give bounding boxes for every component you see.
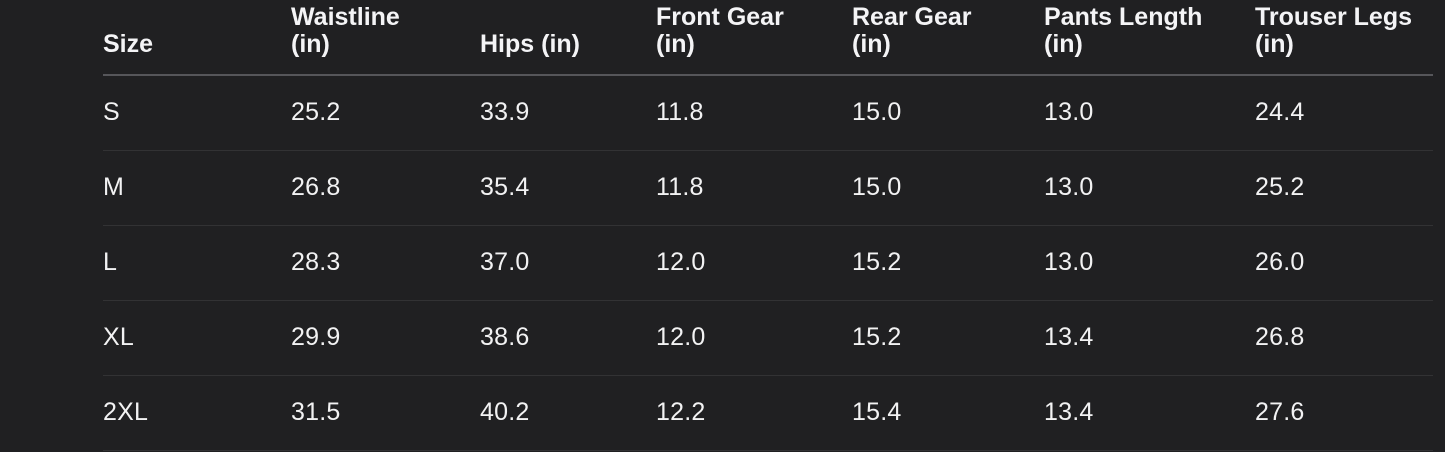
waistline-cell: 31.5 xyxy=(291,375,480,451)
column-header-label: Rear Gear xyxy=(852,3,972,31)
size-chart-table: Size Waistline (in) Hips (in) Front Gear… xyxy=(103,0,1433,451)
size-chart-container: Size Waistline (in) Hips (in) Front Gear… xyxy=(103,0,1433,451)
trouser-legs-cell: 26.0 xyxy=(1255,225,1433,301)
waistline-cell: 26.8 xyxy=(291,150,480,226)
front-gear-cell: 12.0 xyxy=(656,225,852,301)
front-gear-cell: 12.0 xyxy=(656,300,852,376)
column-header-waistline: Waistline (in) xyxy=(291,0,480,76)
column-header-unit: (in) xyxy=(852,30,891,58)
rear-gear-cell: 15.0 xyxy=(852,75,1044,151)
waistline-cell: 29.9 xyxy=(291,300,480,376)
column-header-trouser-legs: Trouser Legs (in) xyxy=(1255,0,1433,76)
size-cell: L xyxy=(103,225,291,301)
trouser-legs-cell: 24.4 xyxy=(1255,75,1433,151)
column-header-label: Trouser Legs xyxy=(1255,3,1412,31)
table-row-l: L 28.3 37.0 12.0 15.2 13.0 26.0 xyxy=(103,225,1433,301)
trouser-legs-cell: 25.2 xyxy=(1255,150,1433,226)
column-header-rear-gear: Rear Gear (in) xyxy=(852,0,1044,76)
column-header-label: Pants Length xyxy=(1044,3,1203,31)
size-chart-header: Size Waistline (in) Hips (in) Front Gear… xyxy=(103,0,1433,76)
pants-length-cell: 13.0 xyxy=(1044,75,1255,151)
table-row-m: M 26.8 35.4 11.8 15.0 13.0 25.2 xyxy=(103,150,1433,226)
size-cell: XL xyxy=(103,300,291,376)
table-row-s: S 25.2 33.9 11.8 15.0 13.0 24.4 xyxy=(103,75,1433,151)
column-header-size: Size xyxy=(103,0,291,76)
pants-length-cell: 13.0 xyxy=(1044,225,1255,301)
front-gear-cell: 11.8 xyxy=(656,75,852,151)
column-header-label: Waistline xyxy=(291,3,400,31)
waistline-cell: 28.3 xyxy=(291,225,480,301)
column-header-front-gear: Front Gear (in) xyxy=(656,0,852,76)
column-header-label: Size xyxy=(103,30,154,58)
size-cell: 2XL xyxy=(103,375,291,451)
hips-cell: 33.9 xyxy=(480,75,656,151)
size-cell: M xyxy=(103,150,291,226)
rear-gear-cell: 15.0 xyxy=(852,150,1044,226)
table-row-xl: XL 29.9 38.6 12.0 15.2 13.4 26.8 xyxy=(103,300,1433,376)
front-gear-cell: 11.8 xyxy=(656,150,852,226)
trouser-legs-cell: 26.8 xyxy=(1255,300,1433,376)
trouser-legs-cell: 27.6 xyxy=(1255,375,1433,451)
front-gear-cell: 12.2 xyxy=(656,375,852,451)
pants-length-cell: 13.4 xyxy=(1044,300,1255,376)
size-chart-body: S 25.2 33.9 11.8 15.0 13.0 24.4 M 26.8 3… xyxy=(103,75,1433,451)
column-header-unit: (in) xyxy=(291,30,330,58)
column-header-pants-length: Pants Length (in) xyxy=(1044,0,1255,76)
size-cell: S xyxy=(103,75,291,151)
column-header-unit: (in) xyxy=(1044,30,1083,58)
column-header-unit: (in) xyxy=(656,30,695,58)
waistline-cell: 25.2 xyxy=(291,75,480,151)
pants-length-cell: 13.0 xyxy=(1044,150,1255,226)
rear-gear-cell: 15.4 xyxy=(852,375,1044,451)
hips-cell: 35.4 xyxy=(480,150,656,226)
hips-cell: 37.0 xyxy=(480,225,656,301)
column-header-label: Hips (in) xyxy=(480,30,580,58)
table-row-2xl: 2XL 31.5 40.2 12.2 15.4 13.4 27.6 xyxy=(103,375,1433,451)
hips-cell: 40.2 xyxy=(480,375,656,451)
rear-gear-cell: 15.2 xyxy=(852,300,1044,376)
pants-length-cell: 13.4 xyxy=(1044,375,1255,451)
header-row: Size Waistline (in) Hips (in) Front Gear… xyxy=(103,0,1433,76)
column-header-unit: (in) xyxy=(1255,30,1294,58)
column-header-label: Front Gear xyxy=(656,3,784,31)
hips-cell: 38.6 xyxy=(480,300,656,376)
rear-gear-cell: 15.2 xyxy=(852,225,1044,301)
column-header-hips: Hips (in) xyxy=(480,0,656,76)
